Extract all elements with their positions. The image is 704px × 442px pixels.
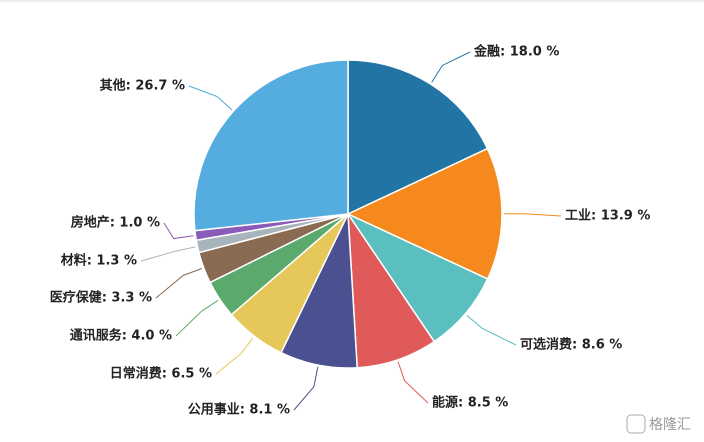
leader-line	[175, 299, 219, 337]
slice-label: 医疗保健: 3.3 %	[50, 290, 152, 306]
slice-label: 材料: 1.3 %	[61, 253, 137, 269]
leader-line	[140, 246, 196, 262]
slice-label: 工业: 13.9 %	[565, 208, 650, 224]
slice-label: 金融: 18.0 %	[473, 44, 559, 60]
slice-label: 其他: 26.7 %	[100, 78, 185, 94]
slice-label: 通讯服务: 4.0 %	[70, 328, 172, 344]
leader-line	[466, 314, 517, 346]
watermark-logo	[626, 414, 646, 434]
leader-line	[163, 222, 194, 240]
pie-slice	[345, 212, 489, 343]
watermark: 格隆汇	[649, 417, 691, 433]
slice-label: 日常消费: 6.5 %	[110, 366, 212, 382]
leader-line	[431, 51, 471, 83]
slice-label: 公用事业: 8.1 %	[188, 402, 290, 418]
slice-label: 能源: 8.5 %	[432, 395, 508, 411]
leader-line	[188, 85, 233, 111]
slice-label: 可选消费: 8.6 %	[520, 337, 622, 353]
leader-line	[397, 361, 429, 404]
slice-label: 房地产: 1.0 %	[71, 215, 160, 231]
watermark-group: 格隆汇	[626, 414, 691, 434]
pie-slice	[347, 59, 489, 216]
leader-line	[155, 268, 203, 299]
leader-line	[293, 366, 319, 411]
pie-slice	[346, 147, 503, 280]
leader-line	[215, 337, 254, 375]
pie-slice	[193, 59, 349, 232]
leader-line	[503, 213, 562, 217]
